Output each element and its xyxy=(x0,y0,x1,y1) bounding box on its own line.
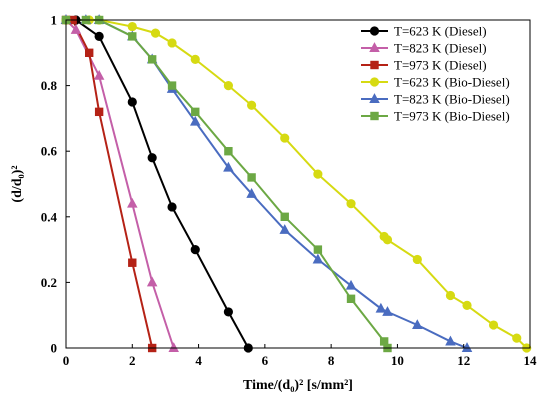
data-point xyxy=(279,224,291,234)
data-point xyxy=(127,97,137,107)
data-point xyxy=(412,319,423,330)
data-point xyxy=(462,300,472,310)
data-point xyxy=(313,245,323,254)
series-points-2 xyxy=(60,14,179,353)
data-point xyxy=(167,38,177,48)
legend-label: T=623 K (Bio-Diesel) xyxy=(394,75,510,90)
legend-label: T=623 K (Diesel) xyxy=(394,24,487,39)
data-point xyxy=(375,302,387,313)
data-point xyxy=(382,235,393,245)
data-point xyxy=(128,32,137,41)
y-tick-label: 0 xyxy=(51,341,58,356)
data-point xyxy=(412,254,422,265)
data-point xyxy=(247,173,256,182)
data-point xyxy=(247,100,257,110)
series-line-3 xyxy=(66,19,154,349)
legend-item-5: T=823 K (Bio-Diesel) xyxy=(361,92,510,107)
x-tick-label: 12 xyxy=(457,353,470,368)
legend-marker xyxy=(370,60,379,70)
legend-item-1: T=623 K (Diesel) xyxy=(361,24,487,39)
data-point xyxy=(223,307,233,317)
y-tick-label: 1 xyxy=(51,13,58,28)
data-point xyxy=(445,290,456,301)
data-point xyxy=(445,335,456,346)
data-point xyxy=(512,333,522,343)
legend-label: T=823 K (Diesel) xyxy=(394,41,487,56)
legend-marker xyxy=(370,111,379,121)
x-tick-label: 14 xyxy=(524,353,538,368)
data-point xyxy=(150,28,161,38)
data-point xyxy=(382,306,393,316)
legend-item-6: T=973 K (Bio-Diesel) xyxy=(361,109,510,124)
data-point xyxy=(146,276,158,287)
data-point xyxy=(223,161,234,172)
data-point xyxy=(280,212,289,221)
y-tick-label: 0.8 xyxy=(41,78,58,93)
data-point xyxy=(167,81,177,90)
legend: T=623 K (Diesel) T=823 K (Diesel) T=973 K … xyxy=(361,24,510,124)
x-tick-label: 8 xyxy=(328,353,335,368)
legend-marker xyxy=(369,26,380,36)
data-point xyxy=(70,23,82,34)
y-axis-title: (d/d₀)² xyxy=(10,165,25,202)
legend-item-3: T=973 K (Diesel) xyxy=(361,58,487,73)
data-point xyxy=(346,199,356,209)
data-point xyxy=(127,21,137,32)
x-tick-label: 6 xyxy=(262,353,269,368)
x-tick-label: 10 xyxy=(391,353,404,368)
data-point xyxy=(345,279,357,290)
data-point xyxy=(223,81,233,91)
data-point xyxy=(313,169,323,179)
y-tick-label: 0.2 xyxy=(41,275,57,290)
legend-item-4: T=623 K (Bio-Diesel) xyxy=(361,75,510,90)
axis-ticks-layer: 0 2 4 6 8 10 12 14 0 0.2 0.4 0.6 0.8 1 xyxy=(41,13,537,369)
data-point xyxy=(190,54,200,64)
data-point xyxy=(189,115,201,126)
x-tick-label: 0 xyxy=(63,353,70,368)
data-point xyxy=(191,107,200,117)
legend-marker xyxy=(369,93,380,103)
legend-marker xyxy=(369,77,380,87)
data-point xyxy=(94,107,104,117)
data-point xyxy=(461,342,473,353)
data-point xyxy=(224,146,233,156)
data-point xyxy=(147,153,157,163)
data-point xyxy=(488,320,499,330)
legend-item-2: T=823 K (Diesel) xyxy=(361,41,487,56)
data-point xyxy=(246,187,257,198)
y-tick-label: 0.6 xyxy=(41,144,58,159)
data-point xyxy=(127,197,138,208)
x-tick-label: 4 xyxy=(195,353,202,368)
series-points-6 xyxy=(61,15,392,353)
data-point xyxy=(346,294,356,303)
legend-label: T=823 K (Bio-Diesel) xyxy=(394,92,510,107)
data-point xyxy=(168,342,179,353)
data-point xyxy=(280,133,290,143)
data-point xyxy=(312,253,324,264)
y-tick-label: 0.4 xyxy=(41,209,58,224)
legend-label: T=973 K (Diesel) xyxy=(394,58,487,73)
series-line-6 xyxy=(66,19,389,349)
data-point xyxy=(94,31,104,42)
data-point xyxy=(128,258,137,267)
legend-label: T=973 K (Bio-Diesel) xyxy=(394,109,510,124)
data-point xyxy=(85,48,94,57)
x-tick-label: 2 xyxy=(129,353,136,368)
x-axis-title: Time/(d₀)² [s/mm²] xyxy=(243,378,353,393)
data-point xyxy=(167,202,177,212)
plot-frame xyxy=(65,19,531,349)
data-point xyxy=(190,245,200,255)
legend-marker xyxy=(369,42,380,52)
data-point xyxy=(93,69,105,80)
series-line-2 xyxy=(65,19,175,349)
data-point xyxy=(147,55,157,64)
